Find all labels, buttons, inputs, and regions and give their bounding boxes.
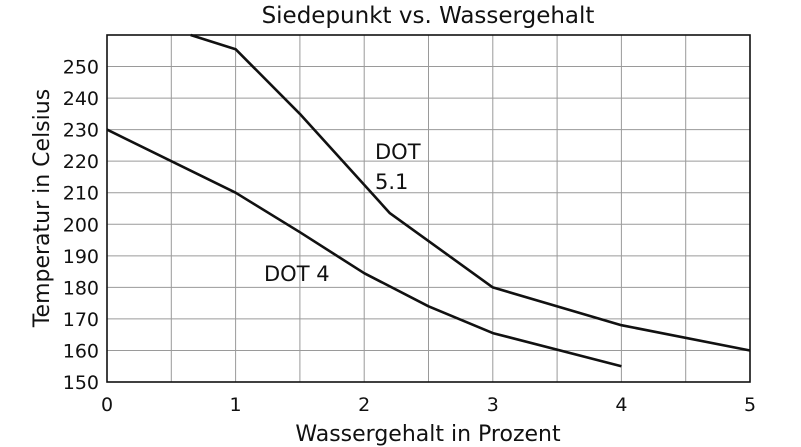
y-tick-label: 230	[63, 120, 99, 142]
y-tick-label: 220	[63, 151, 99, 173]
chart-title: Siedepunkt vs. Wassergehalt	[262, 3, 595, 29]
y-tick-label: 200	[63, 214, 99, 236]
y-axis-label: Temperatur in Celsius	[30, 89, 55, 328]
y-tick-label: 190	[63, 246, 99, 268]
y-tick-label: 150	[63, 372, 99, 394]
x-tick-label: 5	[744, 394, 756, 416]
x-axis-label: Wassergehalt in Prozent	[295, 422, 561, 447]
series-line-dot-5-1	[190, 33, 751, 352]
series-label: DOT 4	[264, 262, 330, 286]
tick-labels: 0 1 2 3 4 5 150 160 170 180 190 200 210 220 230 240 250	[63, 57, 756, 416]
x-tick-label: 0	[101, 394, 113, 416]
x-tick-label: 4	[615, 394, 627, 416]
plot-frame	[106, 34, 751, 383]
y-tick-label: 160	[63, 340, 99, 362]
x-tick-label: 2	[358, 394, 370, 416]
series-label: DOT	[375, 140, 421, 164]
series-line-dot-4	[106, 128, 622, 368]
y-tick-label: 250	[63, 57, 99, 79]
series-curves	[106, 33, 751, 368]
series-labels: DOT 5.1 DOT 4	[264, 140, 421, 286]
y-tick-label: 210	[63, 183, 99, 205]
grid	[107, 35, 750, 382]
series-label: 5.1	[375, 170, 408, 194]
y-tick-label: 240	[63, 88, 99, 110]
y-tick-label: 170	[63, 309, 99, 331]
x-tick-label: 3	[487, 394, 499, 416]
y-tick-label: 180	[63, 277, 99, 299]
x-tick-label: 1	[230, 394, 242, 416]
